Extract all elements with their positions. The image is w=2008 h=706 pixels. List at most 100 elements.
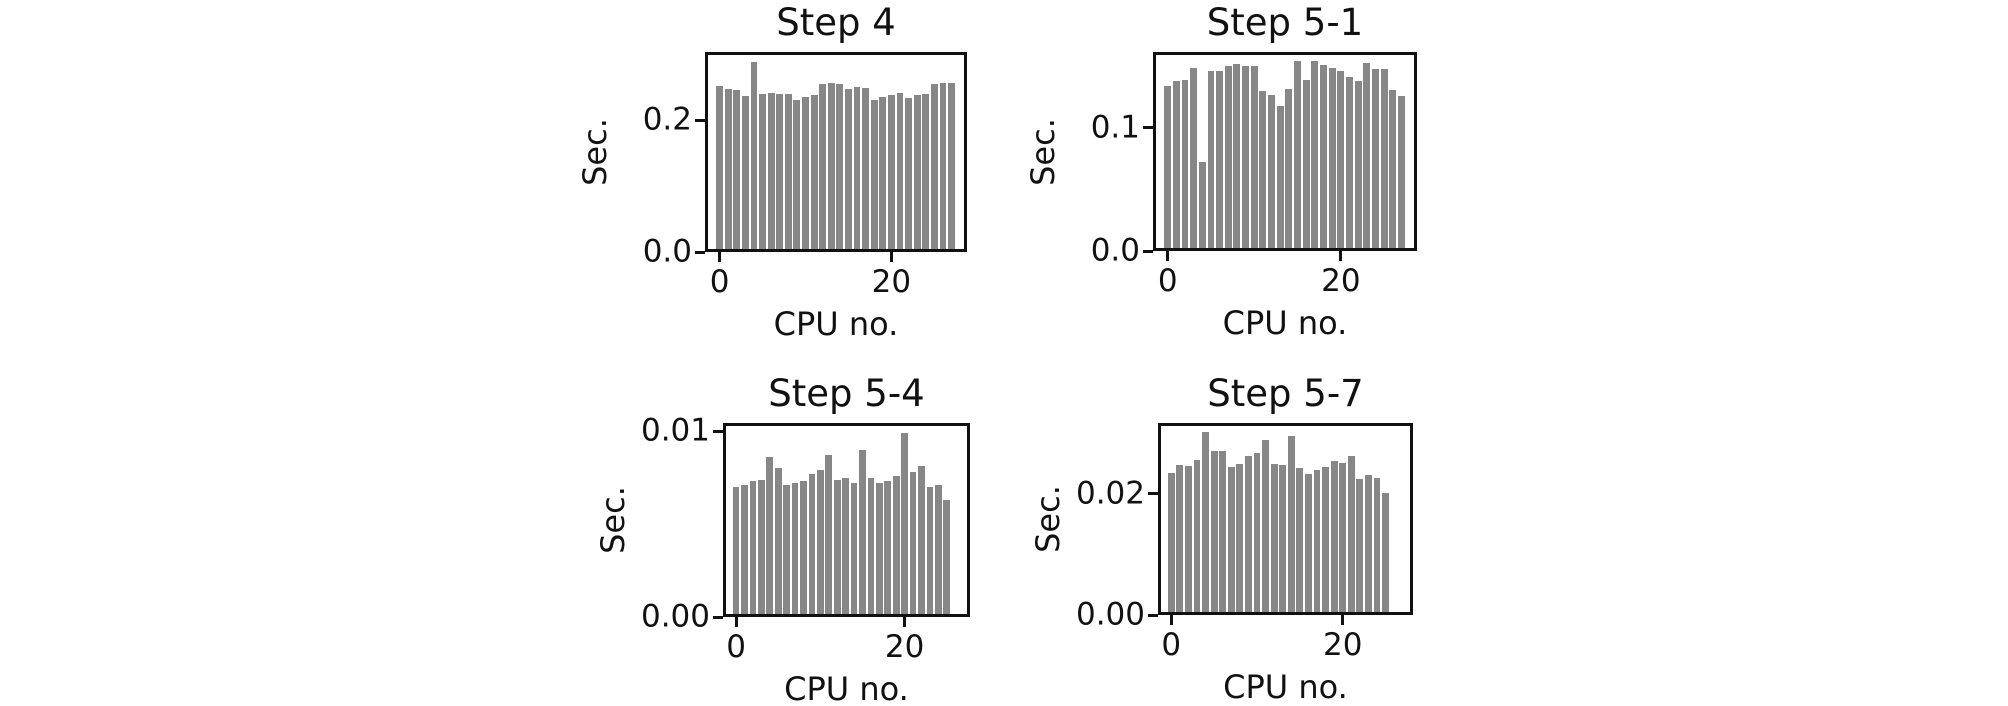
- chart-title: Step 4: [776, 1, 896, 45]
- bar: [1389, 89, 1397, 251]
- bar: [800, 481, 807, 617]
- bar: [1164, 86, 1172, 251]
- bar: [1190, 67, 1198, 251]
- bar: [732, 486, 740, 617]
- bar: [905, 98, 912, 252]
- bar: [879, 97, 887, 252]
- bar: [767, 93, 775, 252]
- bar: [1181, 79, 1189, 251]
- bar: [1279, 464, 1287, 615]
- x-tick-mark: [734, 617, 738, 627]
- bar: [1253, 453, 1261, 615]
- y-tick-mark: [1143, 126, 1153, 130]
- x-axis-label: CPU no.: [773, 305, 899, 343]
- x-axis-label: CPU no.: [784, 670, 909, 706]
- bar: [1380, 68, 1388, 251]
- bar: [793, 99, 801, 252]
- bar: [876, 483, 883, 617]
- bar: [842, 477, 850, 617]
- x-axis-label: CPU no.: [1222, 304, 1348, 342]
- x-tick-label: 20: [871, 264, 912, 300]
- y-tick-label: 0.0: [1090, 232, 1140, 269]
- chart-title: Step 5-7: [1207, 372, 1364, 416]
- y-tick-mark: [1143, 249, 1153, 253]
- bar: [867, 477, 875, 617]
- bar: [887, 95, 895, 252]
- bar: [1285, 88, 1293, 251]
- bar: [1219, 450, 1227, 615]
- subplot-step-5-4: Step 5-4 Sec. CPU no. 0 20 0.00 0.01: [594, 374, 970, 705]
- bar: [870, 99, 878, 252]
- bar: [943, 499, 951, 617]
- bar: [1328, 67, 1336, 251]
- bar: [757, 479, 765, 617]
- bar: [716, 85, 724, 252]
- bar: [859, 449, 866, 617]
- bar: [791, 483, 799, 617]
- bar: [741, 485, 748, 617]
- y-tick-label: 0.2: [642, 101, 692, 138]
- bar: [1236, 464, 1244, 615]
- bar: [1294, 61, 1301, 251]
- bar: [836, 83, 844, 252]
- bar: [1193, 459, 1201, 615]
- bar: [1198, 162, 1206, 251]
- bar: [833, 479, 841, 617]
- bar: [853, 87, 861, 252]
- y-tick-label: 0.00: [1075, 596, 1145, 633]
- bar: [1330, 461, 1338, 615]
- bar: [1262, 439, 1269, 615]
- bar: [1250, 66, 1258, 251]
- x-tick-label: 20: [1321, 263, 1361, 299]
- x-tick-label: 0: [1157, 263, 1178, 299]
- x-tick-mark: [718, 252, 722, 262]
- bar: [1245, 456, 1252, 615]
- bar: [1224, 66, 1232, 251]
- bar: [776, 93, 784, 252]
- bar: [1210, 451, 1218, 615]
- bar: [1242, 66, 1250, 251]
- bar: [930, 83, 938, 252]
- bar: [1305, 473, 1312, 615]
- bar: [1259, 91, 1267, 251]
- y-tick-label: 0.01: [640, 412, 710, 449]
- y-tick-mark: [713, 429, 723, 433]
- bar: [1296, 467, 1304, 615]
- bar: [759, 93, 766, 252]
- bar: [935, 485, 942, 617]
- bar: [750, 61, 758, 252]
- y-tick-label: 0.00: [640, 598, 710, 635]
- x-tick-label: 20: [884, 629, 925, 665]
- bar: [1354, 81, 1362, 251]
- bar: [1322, 467, 1329, 615]
- x-tick-label: 0: [1161, 627, 1182, 663]
- y-tick-label: 0.0: [642, 233, 692, 270]
- x-axis-label: CPU no.: [1223, 668, 1348, 706]
- x-tick-mark: [889, 252, 893, 262]
- bar: [1337, 71, 1345, 251]
- bar: [922, 93, 930, 252]
- bar: [1276, 105, 1284, 251]
- bar: [1176, 464, 1184, 615]
- bar: [724, 89, 732, 252]
- bar: [1346, 77, 1353, 251]
- x-tick-mark: [903, 617, 907, 627]
- bar: [1302, 79, 1310, 251]
- bar: [926, 486, 934, 617]
- bar: [1320, 65, 1327, 251]
- bar: [1216, 71, 1224, 251]
- y-tick-mark: [1148, 492, 1158, 496]
- y-tick-label: 0.1: [1090, 109, 1140, 146]
- bar: [749, 481, 757, 617]
- bar: [1365, 475, 1372, 615]
- bar: [1382, 492, 1389, 615]
- bar: [1270, 464, 1278, 615]
- bar: [774, 468, 782, 617]
- bar: [825, 455, 833, 617]
- bar: [1227, 467, 1235, 615]
- bar: [1268, 94, 1276, 251]
- bar: [862, 87, 870, 252]
- chart-title: Step 5-4: [768, 372, 925, 416]
- bar: [1311, 61, 1319, 251]
